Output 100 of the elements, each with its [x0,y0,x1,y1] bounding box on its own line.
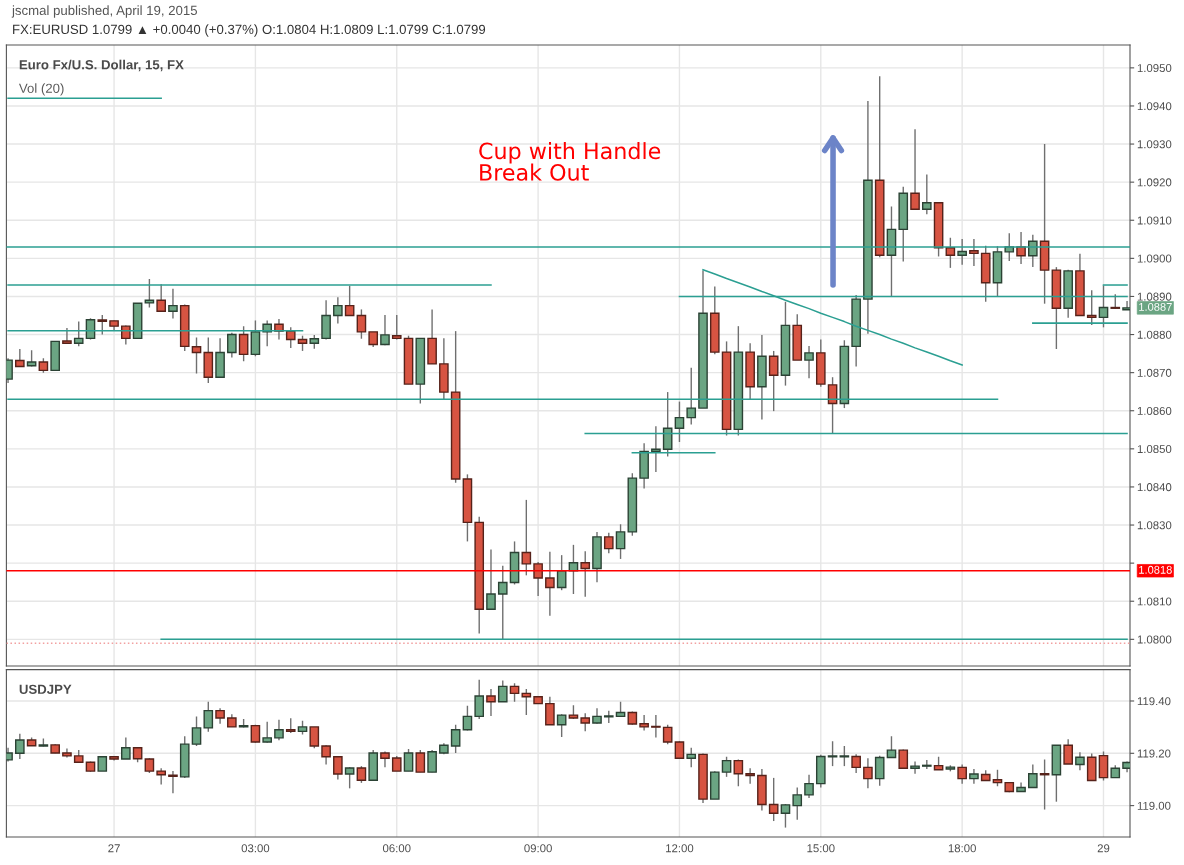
candlestick [804,345,814,380]
candlestick [203,701,214,733]
candlestick [321,299,331,341]
candlestick [662,724,673,745]
candlestick [97,314,108,336]
candlestick [910,760,920,775]
text: 1.0887 [1139,302,1172,311]
candlestick [168,770,178,795]
candlestick [1098,750,1109,782]
candlestick [921,173,932,215]
candlestick [898,748,909,769]
x-tick-label: 06:00 [382,844,411,853]
candlestick [238,325,249,362]
y-tick-label: 1.0890 [1137,292,1172,301]
y-tick-label: 1.0860 [1137,406,1172,415]
candlestick [391,314,402,341]
candlestick [121,736,131,760]
y-tick-label: 1.0910 [1137,216,1172,225]
candlestick [686,366,697,426]
candlestick [262,720,273,744]
candlestick [403,748,414,772]
candlestick [921,759,932,770]
candlestick [768,350,779,412]
candlestick [191,336,202,375]
candlestick [603,531,614,554]
candlestick [839,745,850,767]
candlestick [450,724,461,754]
candlestick [1098,284,1109,329]
y-tick-label: 1.0880 [1137,330,1172,339]
y-tick-label: 119.20 [1137,749,1171,758]
candlestick [745,767,755,785]
ref-line-label: 1.0818 [1139,565,1172,574]
y-tick-label: 1.0950 [1137,64,1172,73]
candlestick [545,551,555,617]
candlestick [851,753,861,774]
candlestick [344,285,355,317]
text: FX:EURUSD 1.0799 ▲ +0.0040 (+0.37%) O:1.0804 H:1.0809 L:1.0799 C:1.0799 [13,24,486,37]
x-tick-label: 09:00 [524,844,552,853]
candlestick [674,400,685,443]
candlestick [73,320,84,348]
candlestick [556,713,567,738]
candlestick [1063,738,1073,765]
candlestick [356,308,367,340]
y-tick-label: 1.0870 [1137,368,1172,377]
candlestick [733,758,744,787]
candlestick [415,749,426,773]
candlestick [497,679,508,703]
candlestick [651,425,661,473]
x-tick-label: 03:00 [241,844,270,853]
y-tick-label: 119.00 [1137,801,1171,810]
candlestick [62,327,72,345]
candlestick [309,726,320,750]
candlestick [615,523,626,560]
candlestick [827,740,838,767]
candlestick [886,735,897,759]
candlestick [427,749,437,773]
candlestick [863,757,873,790]
candlestick [486,548,496,610]
candlestick [780,803,791,829]
y-tick-label: 1.0850 [1137,445,1172,454]
text: USDJPY [19,684,72,694]
candlestick [380,314,390,346]
y-tick-label: 1.0920 [1137,178,1172,187]
candlestick [344,766,355,790]
candlestick [15,348,25,368]
candlestick [957,763,967,785]
candlestick [333,296,343,325]
candlestick [804,774,814,799]
x-tick-label: 12:00 [666,844,694,853]
y-tick-label: 1.0930 [1137,140,1172,149]
candlestick [191,715,202,747]
text: jscmal published, April 19, 2015 [11,5,198,18]
candlestick [957,238,967,266]
y-tick-label: 1.0830 [1137,521,1172,530]
candlestick [1028,763,1038,789]
candlestick [168,288,178,320]
candlestick [580,712,591,733]
candlestick [721,756,732,778]
candlestick [144,278,155,309]
candlestick [497,565,508,641]
candlestick [509,682,520,703]
candlestick [580,550,591,598]
candlestick [792,786,803,821]
x-tick-label: 18:00 [948,844,976,853]
candlestick [321,744,331,766]
text: Vol (20) [18,83,64,96]
text: Euro Fx/U.S. Dollar, 15, FX [19,59,184,72]
candlestick [651,714,661,739]
candlestick [462,705,473,732]
candlestick [1086,752,1097,782]
candlestick [1075,751,1085,771]
y-tick-label: 1.0900 [1137,254,1172,263]
candlestick [969,768,979,785]
candlestick [874,754,885,787]
candlestick [486,688,496,717]
candlestick [156,283,166,313]
candlestick [1086,289,1097,326]
annotation: Cup with Handle Break Out [479,142,661,181]
y-tick-label: 1.0940 [1137,102,1172,111]
x-tick-label: 15:00 [807,844,835,853]
